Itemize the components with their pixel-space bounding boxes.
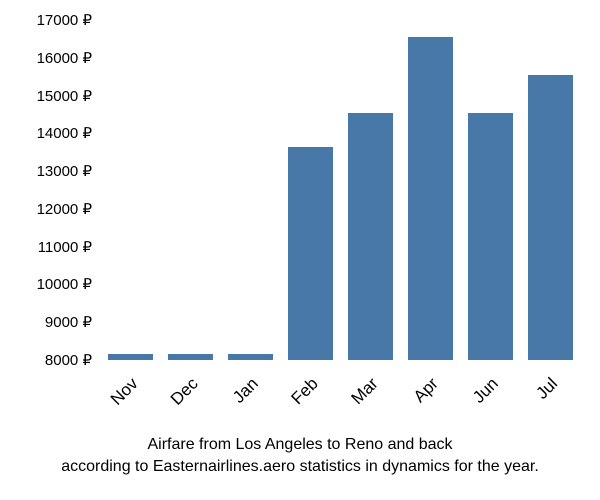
y-tick-label: 8000 ₽ <box>45 351 92 369</box>
y-tick-label: 14000 ₽ <box>37 124 92 142</box>
y-axis: 8000 ₽9000 ₽10000 ₽11000 ₽12000 ₽13000 ₽… <box>0 20 100 360</box>
y-tick-label: 13000 ₽ <box>37 162 92 180</box>
x-tick-label: Nov <box>107 374 143 410</box>
x-tick-label: Jul <box>533 374 563 404</box>
x-tick-label: Apr <box>409 374 442 407</box>
x-axis: Nov Dec Jan Feb Mar Apr Jun Jul <box>100 360 580 420</box>
chart-caption: Airfare from Los Angeles to Reno and bac… <box>0 434 600 479</box>
bar <box>408 37 453 360</box>
airfare-bar-chart: 8000 ₽ 9000 ₽ 10000 ₽ 11000 ₽ 12000 ₽ 13000 ₽… <box>0 0 600 500</box>
y-tick-label: 9000 ₽ <box>45 313 92 331</box>
x-tick-label: Jun <box>469 374 503 408</box>
bar <box>348 113 393 360</box>
y-tick-label: 15000 ₽ <box>37 87 92 105</box>
y-tick-label: 11000 ₽ <box>38 238 92 256</box>
x-tick-label: Feb <box>287 374 322 409</box>
x-tick-label: Dec <box>167 374 203 410</box>
caption-line-2: according to Easternairlines.aero statis… <box>0 456 600 478</box>
x-tick-label: Mar <box>347 374 382 409</box>
y-tick-label: 16000 ₽ <box>37 49 92 67</box>
y-tick-label: 12000 ₽ <box>37 200 92 218</box>
y-tick-label: 17000 ₽ <box>37 11 92 29</box>
bar <box>528 75 573 360</box>
plot-area <box>100 20 580 360</box>
bar <box>288 147 333 360</box>
x-tick-label: Jan <box>229 374 263 408</box>
caption-line-1: Airfare from Los Angeles to Reno and bac… <box>0 434 600 456</box>
bars-group <box>100 20 580 360</box>
y-tick-label: 10000 ₽ <box>37 275 92 293</box>
bar <box>468 113 513 360</box>
